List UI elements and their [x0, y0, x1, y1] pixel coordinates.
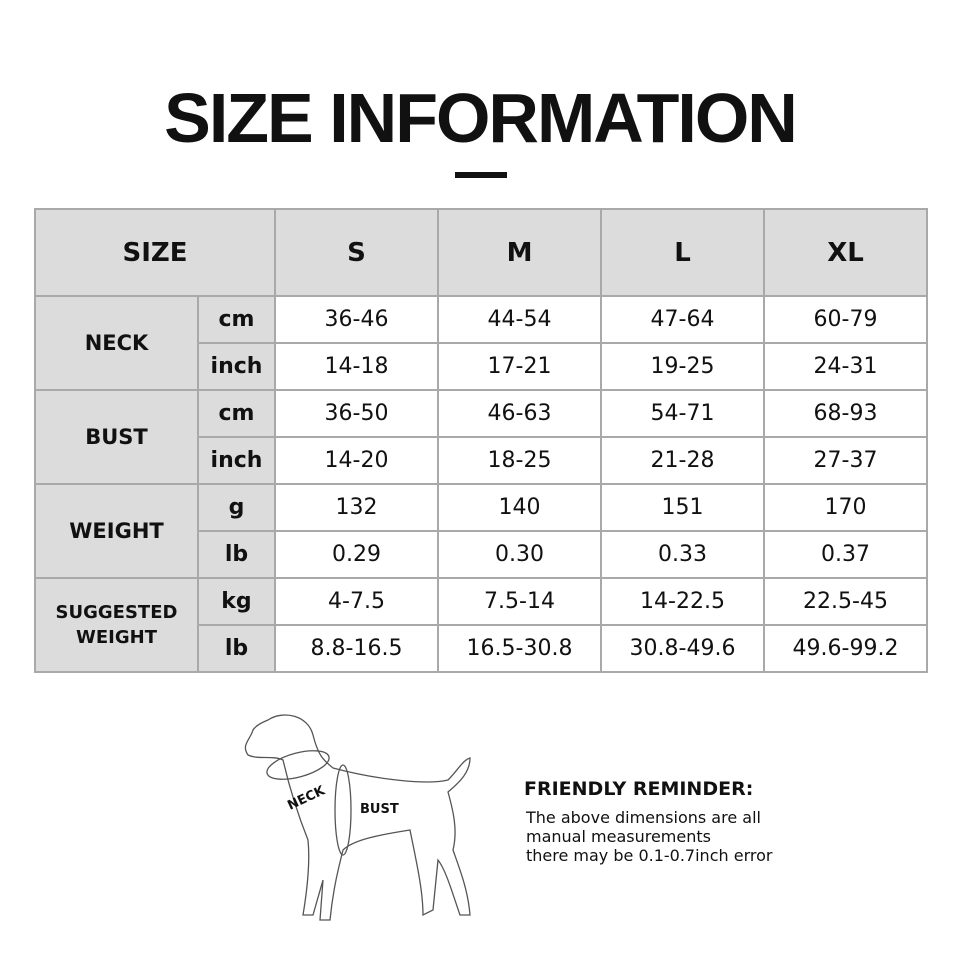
reminder-line: The above dimensions are all	[526, 808, 761, 827]
measure-label-line: WEIGHT	[76, 627, 157, 648]
table-row: inch 14-20 18-25 21-28 27-37	[35, 436, 928, 485]
value-cell: 0.33	[600, 530, 765, 579]
value-cell: 0.37	[763, 530, 928, 579]
value-cell: 4-7.5	[274, 577, 439, 626]
neck-loop	[266, 750, 330, 780]
value-cell: 36-46	[274, 295, 439, 344]
value-cell: 14-22.5	[600, 577, 765, 626]
value-cell: 0.29	[274, 530, 439, 579]
bust-label: BUST	[360, 802, 399, 817]
value-cell: 16.5-30.8	[437, 624, 602, 673]
value-cell: 7.5-14	[437, 577, 602, 626]
title-underline	[455, 172, 507, 178]
dog-diagram: NECK BUST	[244, 714, 471, 921]
table-row: BUST cm 36-50 46-63 54-71 68-93	[34, 389, 928, 485]
value-cell: 14-18	[274, 342, 439, 391]
reminder-line: manual measurements	[526, 827, 711, 846]
size-xl: XL	[763, 208, 928, 297]
unit-label: inch	[197, 342, 276, 391]
value-cell: 47-64	[600, 295, 765, 344]
unit-label: g	[197, 483, 276, 532]
table-row: WEIGHT g 132 140 151 170	[34, 483, 928, 579]
neck-label: NECK	[285, 783, 328, 814]
size-l: L	[600, 208, 765, 297]
unit-label: lb	[197, 624, 276, 673]
value-cell: 68-93	[763, 389, 928, 438]
page-title: SIZE INFORMATION	[164, 79, 798, 157]
unit-label: lb	[197, 530, 276, 579]
bust-loop	[334, 764, 352, 856]
unit-label: cm	[197, 389, 276, 438]
unit-label: kg	[197, 577, 276, 626]
value-cell: 17-21	[437, 342, 602, 391]
value-cell: 54-71	[600, 389, 765, 438]
value-cell: 24-31	[763, 342, 928, 391]
value-cell: 151	[600, 483, 765, 532]
unit-label: inch	[197, 436, 276, 485]
table-row: lb 8.8-16.5 16.5-30.8 30.8-49.6 49.6-99.2	[35, 624, 928, 673]
value-cell: 27-37	[763, 436, 928, 485]
value-cell: 18-25	[437, 436, 602, 485]
value-cell: 30.8-49.6	[600, 624, 765, 673]
size-m: M	[437, 208, 602, 297]
table-row: inch 14-18 17-21 19-25 24-31	[35, 342, 928, 391]
size-header: SIZE	[34, 208, 276, 297]
table-row: lb 0.29 0.30 0.33 0.37	[35, 530, 928, 579]
measure-label: NECK	[34, 295, 199, 391]
value-cell: 22.5-45	[763, 577, 928, 626]
header-row: SIZE S M L XL	[34, 208, 928, 297]
value-cell: 170	[763, 483, 928, 532]
value-cell: 60-79	[763, 295, 928, 344]
unit-label: cm	[197, 295, 276, 344]
value-cell: 14-20	[274, 436, 439, 485]
value-cell: 46-63	[437, 389, 602, 438]
value-cell: 21-28	[600, 436, 765, 485]
value-cell: 36-50	[274, 389, 439, 438]
size-table: SIZE S M L XL NECK cm 36-46 44-54 47-64 60-79…	[34, 208, 928, 673]
table-row: SUGGESTED WEIGHT kg 4-7.5 7.5-14 14-22.5 22.5-…	[34, 577, 928, 673]
reminder-line: there may be 0.1-0.7inch error	[526, 846, 773, 865]
measure-label: SUGGESTED WEIGHT	[34, 577, 199, 673]
value-cell: 140	[437, 483, 602, 532]
reminder-title: FRIENDLY REMINDER:	[524, 778, 754, 800]
dog-outline	[244, 714, 471, 921]
size-s: S	[274, 208, 439, 297]
value-cell: 49.6-99.2	[763, 624, 928, 673]
value-cell: 0.30	[437, 530, 602, 579]
value-cell: 8.8-16.5	[274, 624, 439, 673]
value-cell: 19-25	[600, 342, 765, 391]
table-row: NECK cm 36-46 44-54 47-64 60-79	[34, 295, 928, 391]
measure-label: WEIGHT	[34, 483, 199, 579]
value-cell: 44-54	[437, 295, 602, 344]
measure-label-line: SUGGESTED	[55, 602, 178, 623]
measure-label: BUST	[34, 389, 199, 485]
value-cell: 132	[274, 483, 439, 532]
